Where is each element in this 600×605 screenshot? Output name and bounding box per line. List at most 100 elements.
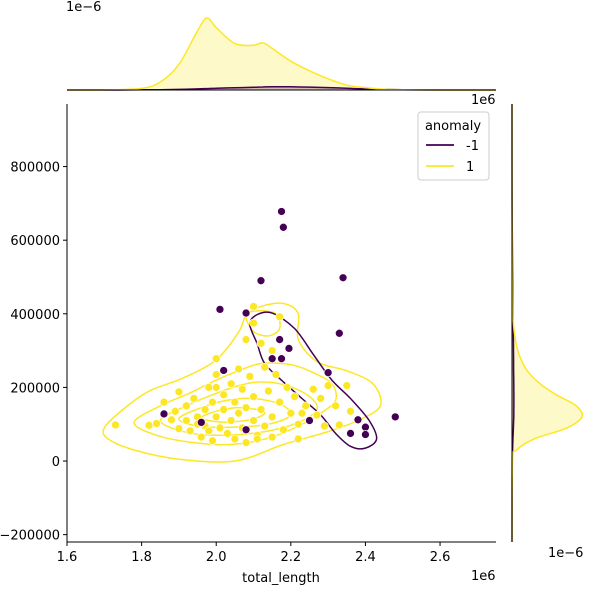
scatter-point-1 <box>301 401 311 411</box>
scatter-point-1 <box>249 302 258 311</box>
top-marginal-offset-label: 1e−6 <box>66 0 101 15</box>
scatter-point-1 <box>252 434 262 444</box>
x-tick-label: 2.4 <box>355 550 376 565</box>
scatter-point-1 <box>249 392 258 401</box>
scatter-point-1 <box>111 420 120 430</box>
scatter-point-neg1 <box>256 276 266 286</box>
x-axis-label: total_length <box>242 571 320 586</box>
scatter-point-neg1 <box>241 425 251 435</box>
scatter-point-1 <box>215 423 225 433</box>
scatter-point-1 <box>219 390 229 400</box>
scatter-point-1 <box>256 405 266 414</box>
main-axes: 1.6 1.8 2.0 2.2 2.4 2.6 −200000 0 200000 400000 6… <box>0 93 496 586</box>
y-tick-label: 200000 <box>10 381 60 396</box>
scatter-point-1 <box>290 392 299 401</box>
scatter-point-1 <box>182 401 191 411</box>
scatter-point-1 <box>230 434 240 444</box>
x-tick-label: 1.8 <box>131 550 152 565</box>
scatter-point-1 <box>264 386 273 396</box>
scatter-points-1 <box>111 302 355 447</box>
scatter-point-1 <box>316 394 326 403</box>
right-marginal-offset-label: 1e−6 <box>548 546 583 561</box>
right-marginal-line-1 <box>511 104 584 543</box>
legend-label-1: 1 <box>466 160 474 175</box>
scatter-point-1 <box>241 335 251 344</box>
scatter-point-1 <box>208 397 217 407</box>
top-right-offset-label: 1e6 <box>471 93 496 108</box>
scatter-point-1 <box>241 403 251 413</box>
scatter-point-1 <box>211 383 221 392</box>
scatter-point-1 <box>226 416 236 425</box>
scatter-point-neg1 <box>338 273 348 283</box>
top-marginal-line-1 <box>66 17 497 91</box>
scatter-point-neg1 <box>361 422 370 432</box>
kde-contour-1 <box>245 310 281 337</box>
scatter-point-neg1 <box>277 207 286 216</box>
y-tick-label: 600000 <box>10 234 60 249</box>
y-tick-label: 400000 <box>10 308 60 323</box>
scatter-point-neg1 <box>277 354 286 364</box>
scatter-point-neg1 <box>241 308 251 318</box>
scatter-point-1 <box>234 408 243 418</box>
scatter-point-neg1 <box>275 335 284 344</box>
scatter-point-1 <box>323 381 333 390</box>
top-marginal-fill-1 <box>67 17 496 91</box>
scatter-point-1 <box>297 408 307 418</box>
scatter-point-1 <box>267 412 277 422</box>
scatter-point-neg1 <box>334 328 344 338</box>
scatter-point-1 <box>260 362 270 372</box>
kde-contour-neg1 <box>249 311 378 450</box>
scatter-point-neg1 <box>219 366 229 375</box>
scatter-point-1 <box>275 312 284 322</box>
y-ticks: −200000 0 200000 400000 600000 800000 <box>0 161 67 544</box>
scatter-point-1 <box>167 415 176 425</box>
x-tick-label: 1.6 <box>57 550 78 565</box>
scatter-point-neg1 <box>215 305 225 314</box>
x-ticks: 1.6 1.8 2.0 2.2 2.4 2.6 <box>57 542 451 565</box>
legend: anomaly -1 1 <box>417 111 490 181</box>
right-marginal-axes: 1e−6 <box>511 103 584 561</box>
scatter-point-1 <box>282 383 292 392</box>
scatter-point-1 <box>249 416 258 425</box>
scatter-point-1 <box>241 438 251 447</box>
kde-contour-1 <box>102 302 382 463</box>
scatter-point-neg1 <box>323 368 333 378</box>
scatter-point-1 <box>174 387 184 397</box>
scatter-point-1 <box>286 408 296 418</box>
scatter-point-1 <box>293 434 303 444</box>
top-marginal-axes: 1e−6 <box>66 0 497 91</box>
scatter-point-neg1 <box>279 222 288 232</box>
legend-title: anomaly <box>425 119 481 134</box>
y-tick-label: −200000 <box>0 529 60 544</box>
scatter-point-1 <box>320 421 329 431</box>
y-tick-label: 0 <box>52 455 60 470</box>
scatter-point-1 <box>223 429 232 438</box>
scatter-point-1 <box>204 426 214 436</box>
scatter-points-neg1 <box>159 207 400 439</box>
scatter-point-1 <box>249 318 258 328</box>
scatter-point-1 <box>279 425 288 435</box>
scatter-point-1 <box>170 406 180 416</box>
scatter-point-1 <box>226 379 236 389</box>
scatter-point-neg1 <box>159 409 169 419</box>
scatter-point-1 <box>267 432 277 442</box>
x-tick-label: 2.2 <box>280 550 301 565</box>
scatter-point-neg1 <box>284 344 294 353</box>
scatter-point-neg1 <box>361 430 370 439</box>
scatter-point-1 <box>211 412 221 422</box>
x-offset-label: 1e6 <box>471 569 496 584</box>
scatter-point-1 <box>196 432 206 442</box>
y-tick-label: 800000 <box>10 161 60 176</box>
x-tick-label: 2.6 <box>430 550 451 565</box>
scatter-point-neg1 <box>196 418 206 427</box>
scatter-point-neg1 <box>305 416 314 425</box>
scatter-point-1 <box>152 419 161 428</box>
scatter-point-1 <box>185 426 195 436</box>
scatter-point-1 <box>312 410 322 420</box>
scatter-point-1 <box>208 436 217 446</box>
kde-contours-neg1 <box>249 311 378 450</box>
scatter-point-1 <box>342 381 352 390</box>
legend-label-neg1: -1 <box>466 139 479 154</box>
scatter-point-1 <box>200 405 210 414</box>
